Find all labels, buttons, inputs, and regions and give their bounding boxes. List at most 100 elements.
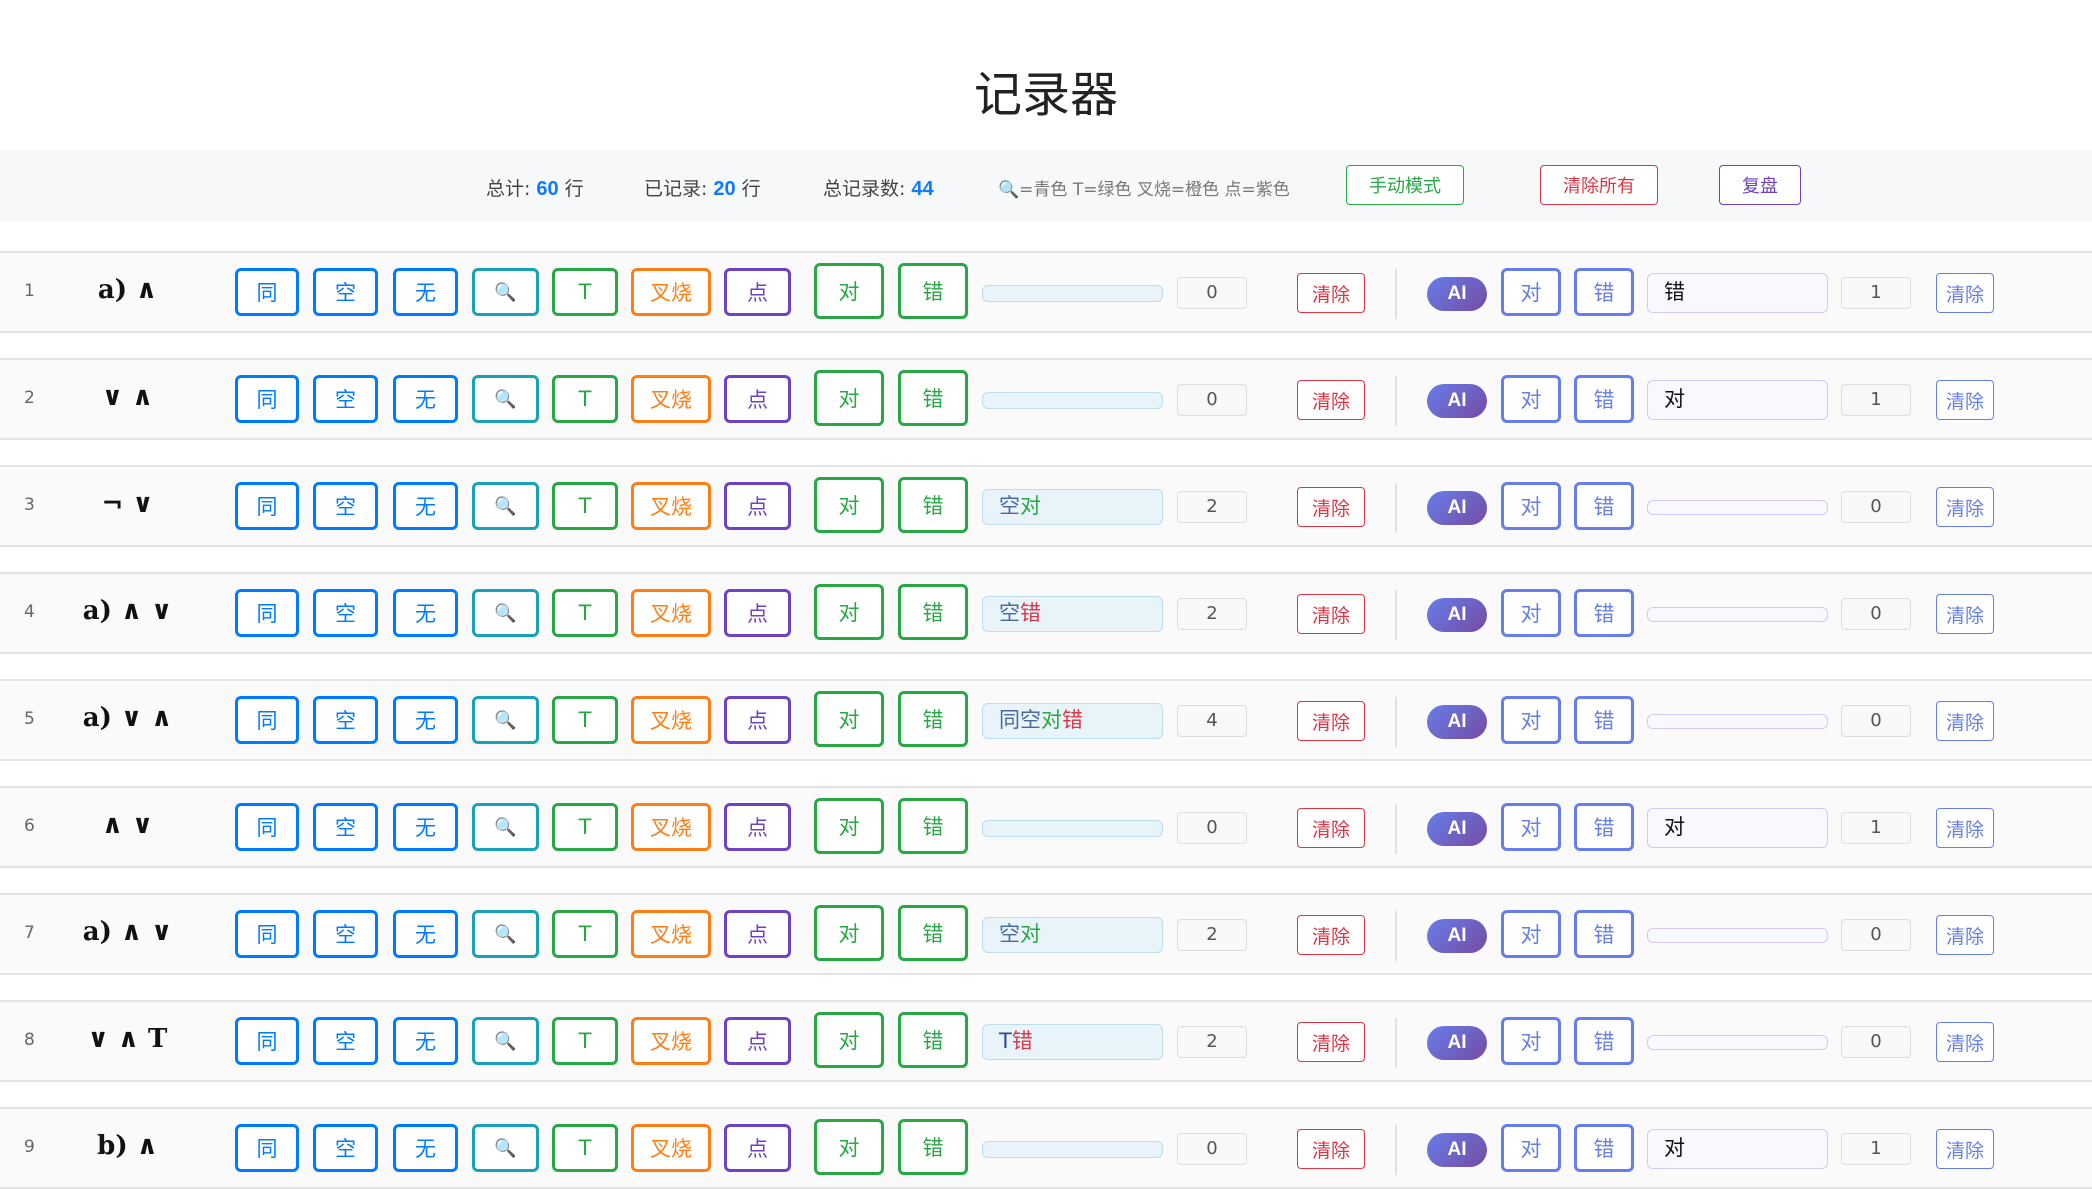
clear-button[interactable]: 清除: [1297, 701, 1365, 741]
ai-clear-button[interactable]: 清除: [1936, 701, 1994, 741]
ai-right-button[interactable]: 对: [1501, 803, 1561, 851]
ai-button[interactable]: AI: [1427, 919, 1487, 953]
ai-record-field[interactable]: [1647, 714, 1828, 729]
search-button[interactable]: 🔍: [472, 589, 539, 637]
t-button[interactable]: T: [552, 375, 618, 423]
ai-clear-button[interactable]: 清除: [1936, 1129, 1994, 1169]
record-field[interactable]: [982, 1141, 1163, 1158]
ai-right-button[interactable]: 对: [1501, 268, 1561, 316]
ai-wrong-button[interactable]: 错: [1574, 910, 1634, 958]
ai-wrong-button[interactable]: 错: [1574, 803, 1634, 851]
ai-clear-button[interactable]: 清除: [1936, 1022, 1994, 1062]
ai-wrong-button[interactable]: 错: [1574, 268, 1634, 316]
wrong-button[interactable]: 错: [898, 370, 968, 426]
ai-button[interactable]: AI: [1427, 812, 1487, 846]
ai-clear-button[interactable]: 清除: [1936, 487, 1994, 527]
none-button[interactable]: 无: [393, 1124, 458, 1172]
right-button[interactable]: 对: [814, 477, 884, 533]
manual-mode-button[interactable]: 手动模式: [1346, 165, 1464, 205]
record-field[interactable]: T错: [982, 1024, 1163, 1060]
clear-button[interactable]: 清除: [1297, 380, 1365, 420]
same-button[interactable]: 同: [235, 1124, 299, 1172]
ai-record-field[interactable]: 错: [1647, 273, 1828, 313]
same-button[interactable]: 同: [235, 1017, 299, 1065]
right-button[interactable]: 对: [814, 1119, 884, 1175]
ai-clear-button[interactable]: 清除: [1936, 808, 1994, 848]
none-button[interactable]: 无: [393, 803, 458, 851]
ai-button[interactable]: AI: [1427, 384, 1487, 418]
none-button[interactable]: 无: [393, 268, 458, 316]
chashao-button[interactable]: 叉烧: [631, 910, 711, 958]
t-button[interactable]: T: [552, 1017, 618, 1065]
same-button[interactable]: 同: [235, 482, 299, 530]
chashao-button[interactable]: 叉烧: [631, 696, 711, 744]
ai-right-button[interactable]: 对: [1501, 910, 1561, 958]
record-field[interactable]: [982, 820, 1163, 837]
same-button[interactable]: 同: [235, 268, 299, 316]
empty-button[interactable]: 空: [313, 1124, 378, 1172]
none-button[interactable]: 无: [393, 589, 458, 637]
chashao-button[interactable]: 叉烧: [631, 482, 711, 530]
ai-wrong-button[interactable]: 错: [1574, 589, 1634, 637]
right-button[interactable]: 对: [814, 905, 884, 961]
dot-button[interactable]: 点: [724, 803, 791, 851]
ai-clear-button[interactable]: 清除: [1936, 273, 1994, 313]
right-button[interactable]: 对: [814, 798, 884, 854]
same-button[interactable]: 同: [235, 803, 299, 851]
wrong-button[interactable]: 错: [898, 1012, 968, 1068]
t-button[interactable]: T: [552, 268, 618, 316]
wrong-button[interactable]: 错: [898, 1119, 968, 1175]
t-button[interactable]: T: [552, 589, 618, 637]
wrong-button[interactable]: 错: [898, 477, 968, 533]
chashao-button[interactable]: 叉烧: [631, 803, 711, 851]
right-button[interactable]: 对: [814, 370, 884, 426]
ai-wrong-button[interactable]: 错: [1574, 375, 1634, 423]
right-button[interactable]: 对: [814, 263, 884, 319]
empty-button[interactable]: 空: [313, 482, 378, 530]
ai-clear-button[interactable]: 清除: [1936, 594, 1994, 634]
wrong-button[interactable]: 错: [898, 798, 968, 854]
clear-button[interactable]: 清除: [1297, 808, 1365, 848]
ai-record-field[interactable]: 对: [1647, 1129, 1828, 1169]
clear-button[interactable]: 清除: [1297, 1129, 1365, 1169]
dot-button[interactable]: 点: [724, 268, 791, 316]
dot-button[interactable]: 点: [724, 589, 791, 637]
record-field[interactable]: 空对: [982, 489, 1163, 525]
none-button[interactable]: 无: [393, 696, 458, 744]
record-field[interactable]: 空错: [982, 596, 1163, 632]
ai-button[interactable]: AI: [1427, 1133, 1487, 1167]
ai-record-field[interactable]: [1647, 928, 1828, 943]
search-button[interactable]: 🔍: [472, 803, 539, 851]
ai-button[interactable]: AI: [1427, 277, 1487, 311]
ai-wrong-button[interactable]: 错: [1574, 482, 1634, 530]
wrong-button[interactable]: 错: [898, 584, 968, 640]
empty-button[interactable]: 空: [313, 589, 378, 637]
none-button[interactable]: 无: [393, 482, 458, 530]
chashao-button[interactable]: 叉烧: [631, 268, 711, 316]
record-field[interactable]: 空对: [982, 917, 1163, 953]
wrong-button[interactable]: 错: [898, 263, 968, 319]
ai-record-field[interactable]: [1647, 607, 1828, 622]
same-button[interactable]: 同: [235, 696, 299, 744]
record-field[interactable]: [982, 285, 1163, 302]
empty-button[interactable]: 空: [313, 268, 378, 316]
search-button[interactable]: 🔍: [472, 1017, 539, 1065]
t-button[interactable]: T: [552, 482, 618, 530]
ai-right-button[interactable]: 对: [1501, 696, 1561, 744]
search-button[interactable]: 🔍: [472, 696, 539, 744]
empty-button[interactable]: 空: [313, 803, 378, 851]
ai-right-button[interactable]: 对: [1501, 1017, 1561, 1065]
ai-button[interactable]: AI: [1427, 1026, 1487, 1060]
none-button[interactable]: 无: [393, 1017, 458, 1065]
wrong-button[interactable]: 错: [898, 905, 968, 961]
none-button[interactable]: 无: [393, 910, 458, 958]
empty-button[interactable]: 空: [313, 696, 378, 744]
dot-button[interactable]: 点: [724, 696, 791, 744]
ai-wrong-button[interactable]: 错: [1574, 696, 1634, 744]
dot-button[interactable]: 点: [724, 1017, 791, 1065]
ai-right-button[interactable]: 对: [1501, 482, 1561, 530]
dot-button[interactable]: 点: [724, 482, 791, 530]
clear-button[interactable]: 清除: [1297, 487, 1365, 527]
ai-right-button[interactable]: 对: [1501, 1124, 1561, 1172]
dot-button[interactable]: 点: [724, 1124, 791, 1172]
